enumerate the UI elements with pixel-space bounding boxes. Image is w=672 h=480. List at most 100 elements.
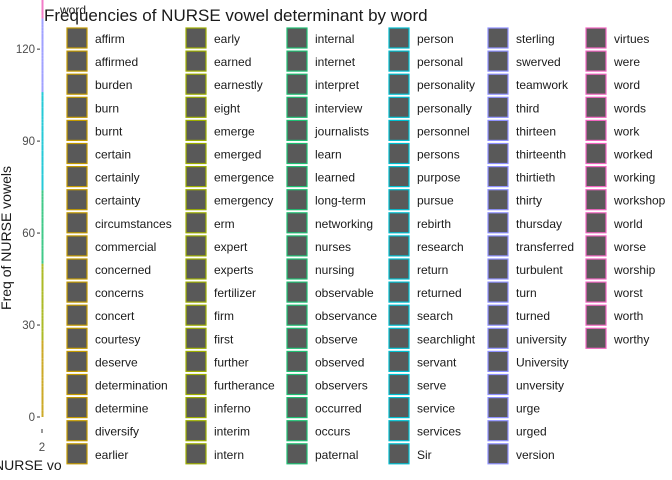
legend-label: pursue <box>417 194 454 208</box>
y-tick-label: 120 <box>16 44 35 56</box>
legend-key <box>487 27 509 49</box>
legend-label: Sir <box>417 448 432 462</box>
legend-key <box>286 142 308 165</box>
legend-label: certainly <box>95 171 140 185</box>
bar-segment <box>41 294 44 298</box>
legend-label: eight <box>214 101 241 115</box>
legend-label: worth <box>613 309 643 323</box>
legend-label: experts <box>214 263 253 277</box>
legend-key <box>286 96 308 118</box>
legend-key <box>185 327 207 349</box>
legend-key <box>388 50 410 72</box>
legend-key <box>487 281 509 303</box>
bar-segment <box>41 303 44 310</box>
bar-series <box>41 0 44 417</box>
legend-key <box>388 27 410 49</box>
legend-label: thirtieth <box>516 171 555 185</box>
legend-key <box>388 350 410 372</box>
bar-segment <box>41 88 44 93</box>
legend-label: working <box>613 171 655 185</box>
legend-key <box>585 189 607 211</box>
legend-key <box>66 27 88 49</box>
bar-segment <box>41 30 44 34</box>
legend-key <box>286 420 308 442</box>
legend-key <box>66 189 88 211</box>
legend-label: emerge <box>214 124 255 138</box>
bar-segment <box>41 52 44 56</box>
bar-segment <box>41 18 44 22</box>
legend-key <box>66 142 88 165</box>
legend-key <box>286 166 308 188</box>
legend-label: serve <box>417 379 447 393</box>
legend-key <box>185 304 207 326</box>
legend-key <box>585 96 607 118</box>
legend-label: occurs <box>315 425 350 439</box>
bar-segment <box>41 159 44 163</box>
legend-label: thirty <box>516 194 542 208</box>
legend-key <box>388 166 410 188</box>
bar-segment <box>41 190 44 194</box>
bar-segment <box>41 260 44 264</box>
legend-label: earlier <box>95 448 128 462</box>
legend-label: burden <box>95 78 132 92</box>
legend-label: learn <box>315 148 342 162</box>
legend-key <box>585 166 607 188</box>
bar-segment <box>41 131 44 139</box>
legend-key <box>487 73 509 95</box>
legend-label: servant <box>417 355 457 369</box>
bar-segment <box>41 352 44 359</box>
legend-key <box>585 258 607 280</box>
legend-label: urged <box>516 425 547 439</box>
legend-key <box>185 96 207 118</box>
legend-key <box>487 189 509 211</box>
legend-label: emerged <box>214 148 261 162</box>
bar-segment <box>41 404 44 411</box>
bar-segment <box>41 340 44 344</box>
bar-segment <box>41 58 44 62</box>
legend-label: urge <box>516 402 540 416</box>
bar-segment <box>41 254 44 261</box>
bar-segment <box>41 300 44 304</box>
bar-segment <box>41 410 44 414</box>
legend-key <box>286 73 308 95</box>
legend-key <box>66 443 88 465</box>
legend-key <box>388 73 410 95</box>
y-axis-title: Freq of NURSE vowels <box>0 166 14 310</box>
legend-label: erm <box>214 217 235 231</box>
legend-key <box>388 327 410 349</box>
legend-key <box>185 50 207 72</box>
legend-key <box>286 373 308 396</box>
legend-key <box>585 281 607 303</box>
bar-segment <box>41 165 44 175</box>
legend-key <box>185 373 207 396</box>
bar-segment <box>41 67 44 71</box>
bar-segment <box>41 321 44 326</box>
legend-label: thirteenth <box>516 148 566 162</box>
bar-segment <box>41 150 44 157</box>
legend-label: affirm <box>95 32 125 46</box>
legend-key <box>66 166 88 188</box>
legend-key <box>185 189 207 211</box>
legend-label: rebirth <box>417 217 451 231</box>
bar-segment <box>41 144 44 151</box>
legend-key <box>388 96 410 118</box>
bar-segment <box>41 269 44 273</box>
bar-segment <box>41 0 44 16</box>
bar-segment <box>41 251 44 255</box>
legend-label: inferno <box>214 402 251 416</box>
legend-key <box>286 212 308 234</box>
legend-key <box>487 258 509 280</box>
legend-key <box>585 212 607 234</box>
legend-key <box>388 212 410 234</box>
legend-label: persons <box>417 148 460 162</box>
legend-label: purpose <box>417 171 461 185</box>
legend-key <box>585 27 607 49</box>
x-tick-label: 2 <box>39 442 45 454</box>
legend-key <box>185 397 207 419</box>
bar-segment <box>41 413 44 417</box>
legend-key <box>66 73 88 95</box>
legend-label: interpret <box>315 78 360 92</box>
legend-key <box>286 327 308 349</box>
bar-segment <box>41 309 44 313</box>
bar-segment <box>41 82 44 86</box>
